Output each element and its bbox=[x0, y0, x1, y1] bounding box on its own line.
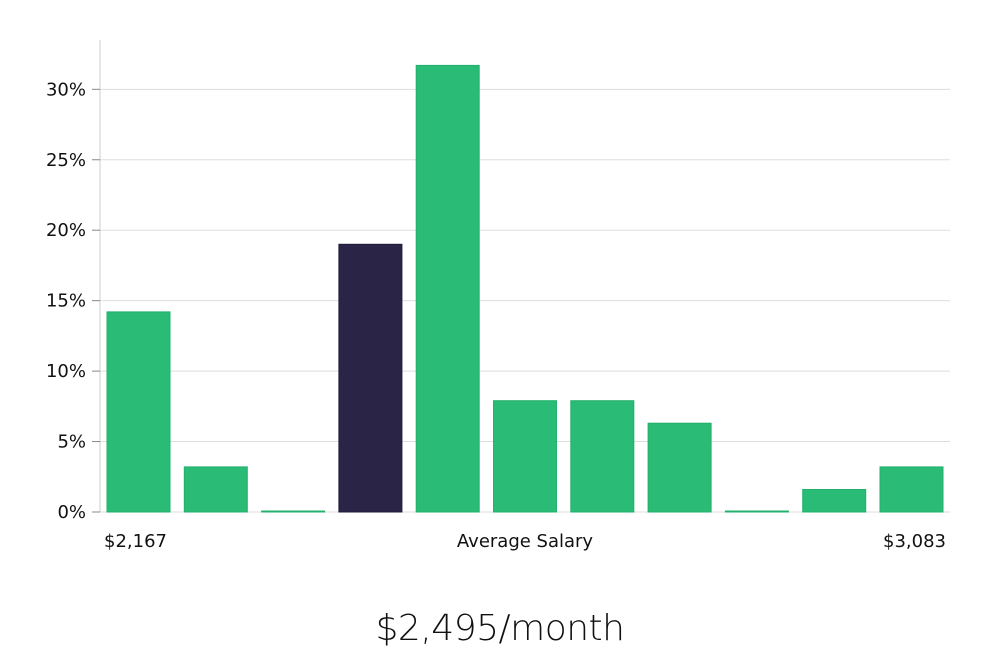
bars bbox=[106, 64, 944, 513]
bar bbox=[570, 400, 635, 513]
bar bbox=[183, 466, 248, 513]
y-tick-label: 20% bbox=[46, 220, 86, 241]
y-tick-label: 10% bbox=[46, 361, 86, 382]
salary-histogram: 0% 5% 10% 15% 20% 25% 30% $2,167 Average Salar… bbox=[46, 40, 950, 552]
x-label-max: $3,083 bbox=[883, 531, 946, 552]
bar bbox=[647, 422, 712, 513]
y-tick-label: 5% bbox=[57, 432, 86, 453]
bar bbox=[493, 400, 557, 513]
y-tick-label: 15% bbox=[46, 291, 86, 312]
x-label-average-salary: Average Salary bbox=[457, 531, 594, 552]
y-tick-label: 30% bbox=[46, 79, 86, 100]
bar bbox=[261, 510, 326, 513]
y-tick-label: 25% bbox=[46, 150, 86, 171]
bar bbox=[802, 489, 867, 513]
bar bbox=[724, 510, 789, 513]
bar-highlighted bbox=[338, 243, 403, 513]
x-label-min: $2,167 bbox=[104, 531, 167, 552]
y-tick-label: 0% bbox=[57, 502, 86, 523]
x-axis-labels: $2,167 Average Salary $3,083 bbox=[104, 531, 946, 552]
average-salary-caption: $2,495/month bbox=[375, 608, 625, 649]
bar bbox=[879, 466, 944, 513]
bar bbox=[106, 311, 171, 513]
grid-lines bbox=[100, 88, 950, 513]
y-axis: 0% 5% 10% 15% 20% 25% 30% bbox=[46, 40, 101, 523]
bar bbox=[415, 64, 480, 513]
